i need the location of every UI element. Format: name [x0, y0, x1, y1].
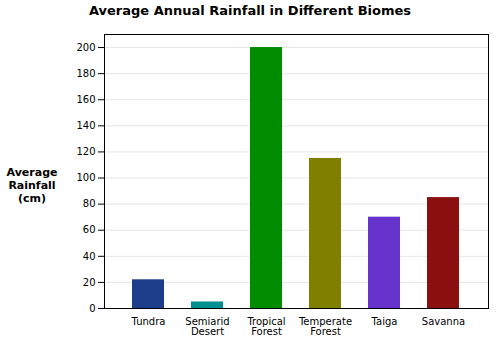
svg-text:200: 200: [76, 42, 95, 53]
svg-text:180: 180: [76, 68, 95, 79]
svg-text:160: 160: [76, 94, 95, 105]
svg-text:TemperateForest: TemperateForest: [298, 316, 352, 337]
svg-text:120: 120: [76, 146, 95, 157]
svg-text:80: 80: [83, 198, 96, 209]
svg-text:TropicalForest: TropicalForest: [246, 316, 285, 337]
svg-text:SemiaridDesert: SemiaridDesert: [185, 316, 229, 337]
svg-text:Taiga: Taiga: [371, 316, 398, 327]
svg-text:140: 140: [76, 120, 95, 131]
svg-text:60: 60: [83, 224, 96, 235]
svg-text:100: 100: [76, 172, 95, 183]
svg-text:Tundra: Tundra: [131, 316, 166, 327]
svg-text:0: 0: [89, 303, 95, 314]
svg-text:Savanna: Savanna: [422, 316, 465, 327]
svg-text:20: 20: [83, 277, 96, 288]
html-text:Average Rainfall (cm): Average Rainfall (cm): [6, 165, 58, 205]
svg-text:40: 40: [83, 251, 96, 262]
html-text:Average Annual Rainfall in Dif: Average Annual Rainfall in Different Bio…: [88, 3, 412, 18]
